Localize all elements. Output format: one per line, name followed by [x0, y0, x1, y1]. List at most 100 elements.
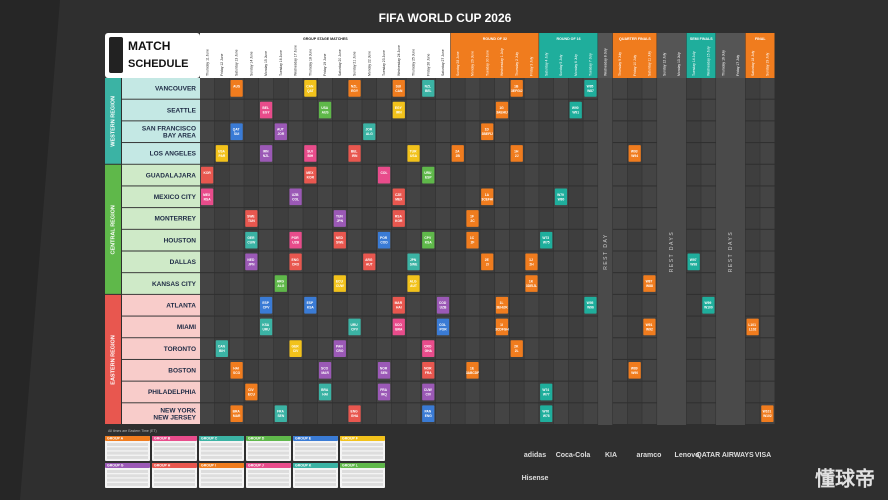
day-cell [258, 229, 274, 251]
day-cell [627, 229, 642, 251]
day-cell [273, 164, 288, 186]
day-cell [583, 208, 598, 229]
day-cell [760, 121, 775, 143]
match-box [318, 383, 332, 401]
day-cell [258, 273, 274, 294]
day-cell [627, 186, 642, 208]
match-label-line: AUT [366, 262, 373, 266]
match-box [436, 296, 450, 314]
day-cell [391, 359, 406, 381]
day-cell [612, 143, 628, 164]
day-cell [509, 208, 524, 229]
day-cell [332, 99, 347, 121]
day-cell [332, 186, 347, 208]
match-label: W73 W75 [542, 236, 550, 245]
day-cell [229, 229, 244, 251]
day-cell [701, 164, 716, 186]
group-name: GROUP F [342, 437, 359, 441]
day-cell [612, 294, 628, 316]
day-cell [642, 99, 657, 121]
match-label-line: MAR [395, 301, 403, 305]
match-box [569, 101, 582, 119]
match-label: 1A 3CEFHI [481, 193, 493, 202]
match-label: W74 W77 [542, 388, 550, 397]
match-label: SCO BRA [395, 323, 403, 332]
match-label-line: TUN [336, 214, 344, 218]
match-label: BRA MAR [233, 410, 241, 419]
day-cell [612, 273, 628, 294]
day-cell [524, 121, 539, 143]
day-cell [612, 208, 628, 229]
group-header [293, 436, 338, 441]
match-label-line: USA [410, 154, 418, 158]
day-cell [686, 99, 701, 121]
group-row [342, 447, 383, 451]
day-cell [214, 251, 229, 273]
match-label: POR COD [380, 236, 388, 245]
match-label-line: SCO [395, 323, 403, 327]
day-cell [258, 381, 274, 403]
match-label-line: HAI [233, 366, 240, 370]
day-cell [332, 359, 347, 381]
day-cell [701, 186, 716, 208]
day-cell [568, 229, 583, 251]
match-label-line: W94 [631, 154, 638, 158]
group-row [201, 482, 242, 486]
sponsor: QATAR AIRWAYS [696, 452, 754, 459]
stage-header [612, 33, 657, 78]
match-label-line: CZE [395, 193, 403, 197]
day-cell [273, 294, 288, 316]
match-box [540, 231, 553, 249]
match-label-line: MEX [306, 171, 314, 175]
day-cell [258, 251, 274, 273]
city-cell-base [122, 121, 200, 143]
match-label: 2K 2L [514, 344, 519, 353]
match-box [451, 145, 464, 162]
date-label: Saturday 4 July [544, 52, 548, 76]
day-cell [583, 164, 598, 186]
match-label-line: SUI [396, 84, 402, 88]
group-row [248, 447, 289, 451]
group-row [248, 478, 289, 482]
day-cell [686, 78, 701, 99]
day-cell [229, 381, 244, 403]
match-label-line: L101 [748, 323, 756, 327]
match-box [304, 166, 317, 184]
match-label: SCO MAR [321, 366, 329, 375]
day-cell [288, 99, 303, 121]
day-cell [214, 294, 229, 316]
day-cell [376, 186, 392, 208]
match-label: NED JPN [247, 258, 255, 267]
match-label-line: W87 [646, 279, 654, 283]
day-cell [701, 121, 716, 143]
day-cell [745, 338, 760, 359]
match-box [436, 318, 450, 336]
group-header [105, 436, 150, 441]
day-cell [317, 121, 333, 143]
day-cell [583, 316, 598, 338]
match-label-line: HAI [396, 306, 402, 310]
match-box [245, 210, 258, 227]
match-label-line: AUS [322, 110, 330, 114]
day-cell [760, 99, 775, 121]
group-name: GROUP D [248, 437, 265, 441]
day-cell [200, 143, 215, 164]
match-box [289, 188, 302, 206]
group-name: GROUP A [107, 437, 124, 441]
group-row [342, 478, 383, 482]
match-box [540, 405, 553, 422]
match-label: ENG CRO [292, 258, 300, 267]
day-cell [347, 294, 362, 316]
match-label-line: W85 [587, 84, 595, 88]
day-cell [509, 251, 524, 273]
match-label: W101 W102 [763, 410, 773, 419]
match-box [348, 405, 361, 422]
day-cell [244, 78, 259, 99]
match-label-line: W100 [704, 306, 713, 310]
match-label-line: 3CDFGH [495, 327, 509, 331]
match-box [481, 123, 494, 141]
stage-header [200, 33, 451, 78]
day-cell [376, 99, 392, 121]
match-box [392, 318, 405, 336]
day-cell [745, 294, 760, 316]
